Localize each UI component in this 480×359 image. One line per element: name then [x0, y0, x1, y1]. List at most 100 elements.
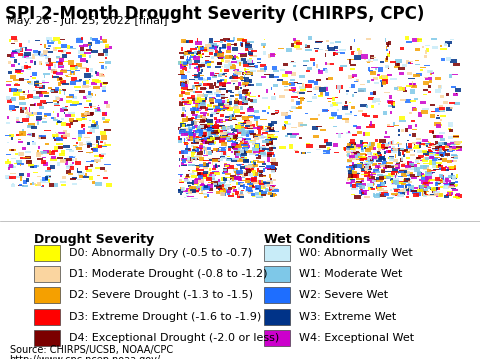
Bar: [222, 45, 226, 48]
Bar: [34, 183, 36, 185]
Bar: [349, 148, 353, 150]
Bar: [282, 74, 288, 77]
Bar: [451, 87, 456, 88]
Bar: [424, 194, 429, 195]
Bar: [353, 149, 356, 152]
Bar: [11, 158, 16, 159]
Bar: [237, 165, 241, 166]
Bar: [43, 150, 49, 153]
Bar: [95, 182, 102, 186]
Bar: [256, 121, 258, 126]
Bar: [238, 151, 244, 155]
Bar: [244, 120, 248, 121]
Bar: [380, 182, 385, 184]
Bar: [235, 123, 239, 125]
Bar: [28, 123, 35, 127]
Bar: [97, 42, 105, 43]
Bar: [388, 174, 390, 176]
Bar: [368, 59, 371, 61]
Bar: [193, 121, 197, 125]
Bar: [99, 73, 103, 75]
Bar: [430, 104, 435, 106]
Bar: [210, 114, 213, 117]
Bar: [237, 174, 240, 176]
Bar: [60, 98, 62, 101]
Bar: [61, 83, 69, 85]
Bar: [33, 112, 39, 115]
Bar: [220, 69, 222, 72]
Bar: [216, 186, 223, 189]
Bar: [354, 143, 356, 146]
Bar: [215, 82, 216, 86]
Bar: [232, 58, 236, 60]
Text: D2: Severe Drought (-1.3 to -1.5): D2: Severe Drought (-1.3 to -1.5): [69, 290, 252, 300]
Bar: [70, 71, 74, 75]
Bar: [235, 94, 240, 96]
Bar: [353, 125, 357, 127]
Bar: [6, 122, 10, 124]
Bar: [181, 165, 187, 166]
Bar: [220, 108, 228, 110]
Bar: [260, 64, 266, 67]
Bar: [70, 104, 77, 106]
Bar: [285, 115, 291, 119]
Bar: [434, 193, 439, 196]
Bar: [239, 127, 243, 131]
Bar: [186, 193, 189, 195]
Bar: [9, 165, 14, 168]
Bar: [447, 136, 453, 139]
Bar: [361, 148, 364, 151]
Bar: [294, 45, 300, 48]
Bar: [245, 92, 251, 94]
Bar: [212, 158, 218, 161]
Bar: [416, 73, 422, 76]
Bar: [404, 181, 409, 183]
Bar: [205, 107, 207, 111]
Bar: [25, 150, 31, 153]
Bar: [238, 122, 245, 125]
Bar: [283, 64, 288, 66]
Bar: [274, 194, 277, 196]
Bar: [251, 173, 253, 177]
Bar: [245, 43, 252, 48]
Bar: [62, 107, 67, 109]
Bar: [241, 96, 245, 99]
Bar: [186, 137, 188, 139]
Bar: [180, 193, 182, 195]
Bar: [242, 96, 247, 99]
Bar: [90, 106, 92, 108]
Bar: [235, 71, 242, 72]
Bar: [240, 106, 243, 111]
Bar: [449, 186, 456, 187]
Bar: [406, 149, 408, 153]
Bar: [239, 196, 244, 197]
Bar: [227, 156, 230, 157]
Bar: [32, 164, 37, 168]
Bar: [407, 171, 409, 174]
Bar: [209, 101, 210, 105]
Bar: [40, 151, 48, 154]
Bar: [220, 107, 221, 108]
Text: W0: Abnormally Wet: W0: Abnormally Wet: [299, 248, 413, 257]
Bar: [429, 169, 436, 172]
Bar: [221, 121, 226, 122]
Bar: [361, 157, 368, 160]
Bar: [425, 50, 427, 54]
Bar: [291, 106, 296, 109]
Bar: [215, 66, 221, 68]
Bar: [198, 55, 202, 58]
Bar: [330, 104, 333, 107]
Bar: [216, 130, 223, 133]
Bar: [360, 186, 362, 189]
Bar: [227, 127, 229, 130]
Bar: [398, 134, 400, 136]
Bar: [418, 158, 420, 160]
Bar: [386, 176, 391, 180]
Bar: [383, 176, 387, 177]
Bar: [77, 103, 83, 105]
Bar: [260, 152, 266, 155]
Bar: [312, 95, 316, 99]
Bar: [316, 79, 321, 81]
Bar: [185, 67, 187, 71]
Bar: [103, 121, 109, 123]
